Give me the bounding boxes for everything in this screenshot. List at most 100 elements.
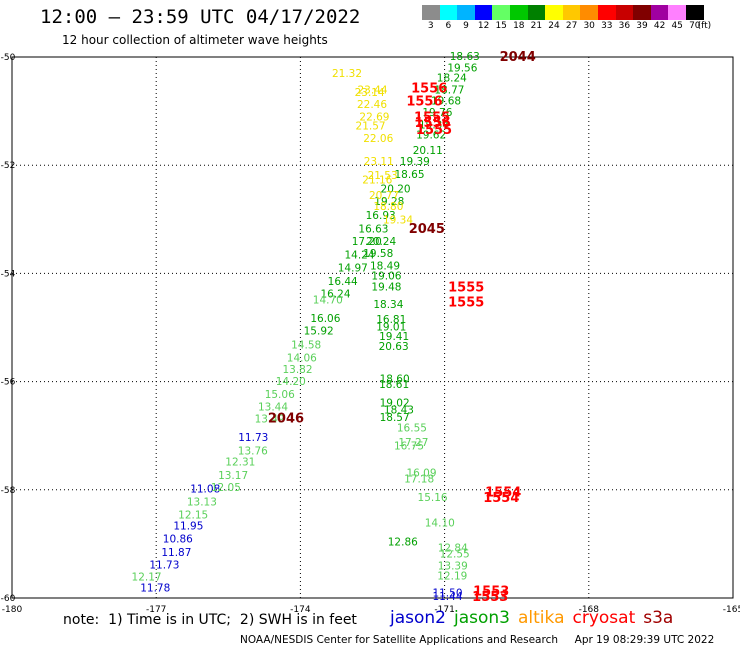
data-label: 14.20	[276, 376, 306, 388]
data-label: 16.81	[376, 314, 406, 326]
chart-title: 12:00 – 23:59 UTC 04/17/2022	[40, 6, 361, 28]
data-label: 16.24	[320, 288, 350, 300]
data-label: 19.28	[374, 196, 404, 208]
data-label: 16.06	[310, 313, 340, 325]
data-label: 18.43	[384, 405, 414, 417]
data-label: 15.16	[418, 492, 448, 504]
data-label: 18.49	[370, 260, 400, 272]
scale-swatch	[457, 5, 475, 20]
data-label: 18.65	[394, 169, 424, 181]
scale-swatch	[668, 5, 686, 20]
scale-bin-label: 70	[689, 21, 701, 31]
data-label: 1556	[406, 94, 442, 109]
data-label: 19.41	[379, 331, 409, 343]
x-tick-label: -180	[2, 605, 23, 612]
plot-frame	[11, 56, 734, 599]
data-label: 18.57	[380, 412, 410, 424]
data-label: 11.50	[432, 588, 462, 600]
footer-note: note: 1) Time is in UTC; 2) SWH is in fe…	[63, 612, 357, 628]
data-label: 17.20	[352, 236, 382, 248]
data-label: 2045	[409, 222, 445, 237]
data-label: 18.61	[379, 379, 409, 391]
scale-swatch	[650, 5, 669, 20]
data-label: 1554	[483, 491, 519, 506]
data-label: 19.01	[376, 321, 406, 333]
scale-swatch	[562, 5, 581, 20]
scale-bin-label: 6	[445, 21, 452, 31]
data-label: 11.78	[140, 583, 170, 595]
scale-swatch	[545, 5, 563, 20]
data-label: 20.77	[369, 190, 399, 202]
data-label: 18.34	[373, 299, 403, 311]
satellite-legend: jason2 jason3 altika cryosat s3a	[390, 608, 681, 628]
data-label: 11.95	[173, 521, 203, 533]
data-label: 19.34	[383, 214, 413, 226]
data-label: 21.32	[332, 68, 362, 80]
scale-bin-label: 3	[427, 21, 434, 31]
y-tick-label: -58	[1, 486, 16, 496]
data-label: 14.10	[425, 517, 455, 529]
scale-bin-label: 36	[618, 21, 631, 31]
data-label: 1553	[472, 590, 508, 605]
data-label: 2044	[500, 50, 536, 65]
data-label: 23.14	[355, 87, 385, 99]
data-label: 11.73	[149, 559, 179, 571]
scale-swatch	[615, 5, 634, 20]
data-label: 18.24	[437, 73, 467, 85]
scale-swatch	[686, 5, 704, 20]
data-label: 15.06	[265, 389, 295, 401]
scale-bin-label: 9	[463, 21, 469, 31]
data-label: 23.11	[364, 156, 394, 168]
data-label: 13.76	[238, 445, 268, 457]
data-label: 17.27	[398, 437, 428, 449]
x-tick-label: -177	[146, 605, 166, 612]
legend-item-jason2: jason2	[390, 608, 446, 628]
data-label: 22.06	[363, 133, 393, 145]
x-tick-label: -174	[290, 605, 311, 612]
scale-bin-label: 21	[530, 21, 543, 31]
data-label: 19.02	[380, 398, 410, 410]
data-label: 19.62	[416, 129, 446, 141]
data-label: 19.34	[419, 120, 449, 132]
data-label: 19.48	[371, 281, 401, 293]
legend-item-cryosat: cryosat	[572, 608, 636, 628]
data-label: 1555	[416, 123, 452, 138]
scale-bin-label: 12	[477, 21, 490, 31]
data-label: 16.09	[406, 467, 436, 479]
data-label: 1555	[448, 296, 484, 311]
data-label: 20.63	[379, 341, 409, 353]
data-label: 17.18	[404, 473, 434, 485]
scale-bin-label: 15	[495, 21, 507, 31]
x-tick-label: -165	[723, 605, 740, 612]
data-label: 1555	[448, 280, 484, 295]
data-label: 12.86	[388, 537, 418, 549]
y-tick-label: -50	[1, 53, 16, 63]
scale-bin-label: 18	[513, 21, 525, 31]
scale-bin-label: 39	[636, 21, 648, 31]
color-scale-legend: 3 6 9 12 15 18 21 24 27 30 33 36 39 42 45 70 (ft)	[0, 0, 740, 60]
data-label: 12.55	[440, 549, 470, 561]
data-label: 13.49	[255, 413, 285, 425]
data-label: 13.82	[282, 364, 312, 376]
legend-item-s3a: s3a	[643, 608, 674, 628]
data-label: 1555	[414, 111, 450, 126]
data-label: 16.63	[358, 223, 388, 235]
data-label: 10.86	[163, 533, 193, 545]
data-label: 20.20	[381, 183, 411, 195]
data-label: 14.70	[313, 294, 343, 306]
data-label: 11.44	[432, 591, 462, 603]
data-label: 19.06	[371, 271, 401, 283]
data-label: 19.68	[431, 95, 461, 107]
data-label: 16.93	[366, 210, 396, 222]
scale-bin-label: 27	[565, 21, 578, 31]
scale-bin-label: 30	[583, 21, 595, 31]
data-label: 23.44	[357, 84, 387, 96]
credit-line: NOAA/NESDIS Center for Satellite Applica…	[240, 634, 715, 646]
data-label: 21.16	[362, 174, 392, 186]
data-label: 19.58	[363, 248, 393, 260]
data-label: 1554	[485, 486, 521, 501]
data-label: 1556	[411, 81, 447, 96]
scale-swatch	[527, 5, 546, 20]
data-label: 16.44	[328, 276, 358, 288]
data-label: 14.24	[344, 249, 374, 261]
